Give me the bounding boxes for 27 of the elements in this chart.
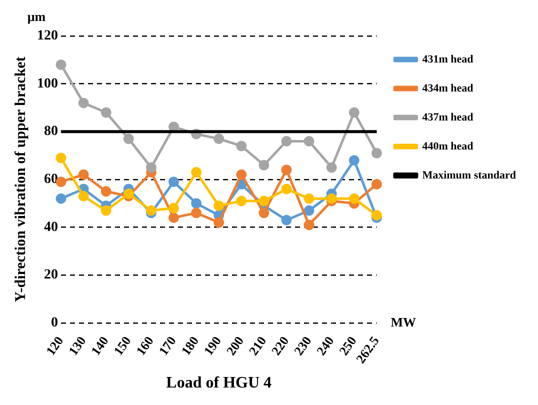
- y-tick-label: 40: [44, 220, 58, 235]
- legend-label: 431m head: [422, 53, 474, 66]
- x-axis-title: Load of HGU 4: [166, 374, 272, 392]
- x-tick-label: 240: [313, 333, 337, 358]
- legend-label: Maximum standard: [422, 169, 516, 182]
- y-tick-label: 100: [37, 76, 58, 92]
- x-tick-label: 160: [132, 333, 156, 358]
- y-tick-label: 20: [44, 268, 58, 283]
- legend-label: 434m head: [422, 82, 474, 94]
- x-tick-label: 210: [246, 333, 270, 358]
- x-tick-label: 200: [223, 333, 247, 358]
- y-tick-label: 0: [51, 316, 58, 330]
- y-axis-title: Y-direction vibration of upper bracket: [12, 56, 29, 302]
- text: MW: [390, 314, 416, 330]
- y-tick-label: 80: [44, 124, 58, 140]
- text: μm: [27, 8, 46, 24]
- x-tick-label: 140: [88, 333, 112, 358]
- x-tick-label: 130: [65, 333, 89, 358]
- x-tick-label: 170: [155, 333, 179, 358]
- x-tick-label: 150: [110, 333, 134, 358]
- y-tick-label: 120: [37, 28, 58, 44]
- x-tick-label: 230: [290, 333, 314, 358]
- x-tick-label: 180: [178, 333, 202, 358]
- legend-label: 440m head: [422, 140, 474, 152]
- x-tick-label: 190: [200, 333, 224, 358]
- legend-label: 437m head: [422, 111, 474, 124]
- x-tick-label: 220: [268, 333, 292, 358]
